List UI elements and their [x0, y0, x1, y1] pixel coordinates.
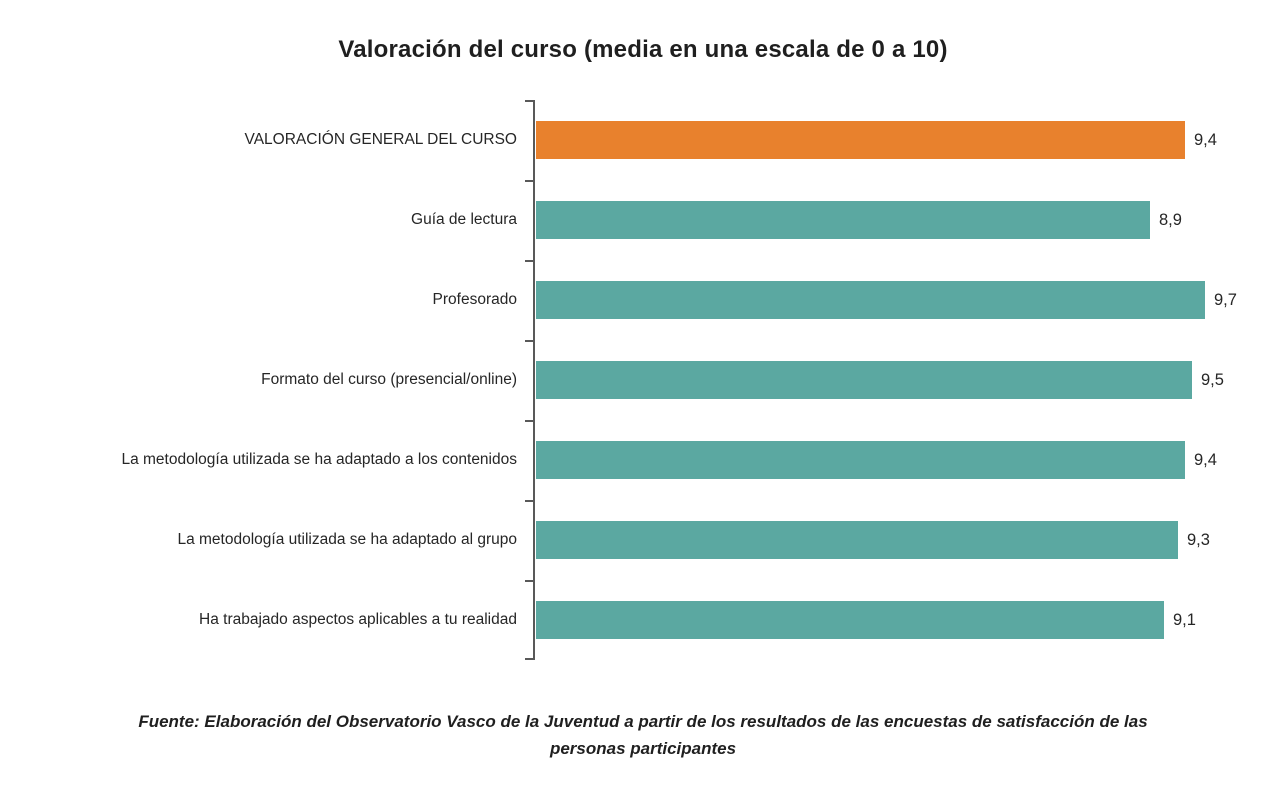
- value-label: 9,5: [1201, 370, 1224, 389]
- y-axis-line: [533, 100, 535, 660]
- category-label: Formato del curso (presencial/online): [261, 371, 517, 389]
- bar-track: 8,9: [536, 201, 1182, 239]
- category-label: La metodología utilizada se ha adaptado …: [177, 531, 517, 549]
- bar: [536, 201, 1150, 239]
- bar-track: 9,7: [536, 281, 1237, 319]
- bar: [536, 521, 1178, 559]
- bar: [536, 361, 1192, 399]
- chart-row: Ha trabajado aspectos aplicables a tu re…: [0, 580, 1286, 660]
- bar: [536, 281, 1205, 319]
- axis-tick: [525, 340, 533, 342]
- bar: [536, 601, 1164, 639]
- chart-row: VALORACIÓN GENERAL DEL CURSO 9,4: [0, 100, 1286, 180]
- category-label: Guía de lectura: [411, 211, 517, 229]
- value-label: 9,4: [1194, 450, 1217, 469]
- bar-track: 9,5: [536, 361, 1224, 399]
- axis-tick: [525, 500, 533, 502]
- category-label: VALORACIÓN GENERAL DEL CURSO: [244, 131, 517, 149]
- chart-title: Valoración del curso (media en una escal…: [338, 36, 948, 63]
- plot-area: VALORACIÓN GENERAL DEL CURSO 9,4 Guía de l…: [0, 100, 1286, 660]
- chart-row: Formato del curso (presencial/online) 9,5: [0, 340, 1286, 420]
- axis-tick: [525, 180, 533, 182]
- value-label: 9,1: [1173, 610, 1196, 629]
- value-label: 9,3: [1187, 530, 1210, 549]
- axis-tick: [525, 580, 533, 582]
- axis-tick: [525, 260, 533, 262]
- chart-row: La metodología utilizada se ha adaptado …: [0, 420, 1286, 500]
- bar: [536, 121, 1185, 159]
- category-label: Profesorado: [432, 291, 517, 309]
- chart-row: La metodología utilizada se ha adaptado …: [0, 500, 1286, 580]
- bar-track: 9,4: [536, 121, 1217, 159]
- value-label: 8,9: [1159, 210, 1182, 229]
- chart-row: Guía de lectura 8,9: [0, 180, 1286, 260]
- axis-tick: [525, 658, 533, 660]
- bar: [536, 441, 1185, 479]
- axis-tick: [525, 100, 533, 102]
- category-label: La metodología utilizada se ha adaptado …: [121, 451, 517, 469]
- bar-track: 9,1: [536, 601, 1196, 639]
- bar-track: 9,4: [536, 441, 1217, 479]
- category-label: Ha trabajado aspectos aplicables a tu re…: [199, 611, 517, 629]
- value-label: 9,4: [1194, 130, 1217, 149]
- chart-rows: VALORACIÓN GENERAL DEL CURSO 9,4 Guía de l…: [0, 100, 1286, 660]
- value-label: 9,7: [1214, 290, 1237, 309]
- axis-tick: [525, 420, 533, 422]
- chart-row: Profesorado 9,7: [0, 260, 1286, 340]
- bar-track: 9,3: [536, 521, 1210, 559]
- source-note: Fuente: Elaboración del Observatorio Vas…: [138, 712, 1148, 759]
